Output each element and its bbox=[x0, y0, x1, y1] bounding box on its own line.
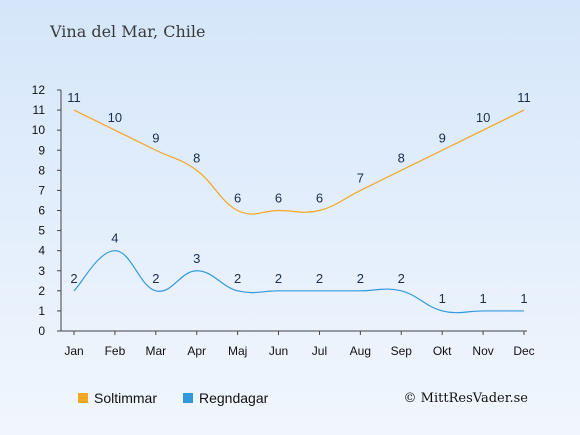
legend: Soltimmar Regndagar bbox=[78, 390, 269, 406]
y-tick-label: 8 bbox=[38, 163, 45, 177]
data-label: 11 bbox=[67, 90, 81, 105]
x-tick-label: Sep bbox=[391, 344, 413, 358]
data-label: 6 bbox=[275, 191, 282, 206]
x-tick-label: Jun bbox=[269, 344, 288, 358]
data-label: 2 bbox=[152, 271, 159, 286]
x-tick-label: Feb bbox=[105, 344, 126, 358]
y-tick-label: 0 bbox=[38, 324, 45, 338]
chart-title: Vina del Mar, Chile bbox=[49, 22, 205, 41]
data-label: 1 bbox=[439, 291, 446, 306]
data-label: 2 bbox=[275, 271, 282, 286]
series-line-soltimmar bbox=[73, 109, 525, 215]
data-label: 2 bbox=[357, 271, 364, 286]
x-tick-label: Jan bbox=[64, 344, 83, 358]
x-tick-label: Nov bbox=[472, 344, 493, 358]
x-tick-label: Dec bbox=[513, 344, 534, 358]
y-tick-label: 7 bbox=[38, 183, 45, 197]
series-line-regndagar bbox=[73, 250, 524, 314]
data-label: 9 bbox=[439, 130, 446, 145]
data-label: 2 bbox=[398, 271, 405, 286]
x-tick-label: Maj bbox=[228, 344, 247, 358]
data-label: 8 bbox=[193, 150, 200, 165]
data-label: 11 bbox=[517, 90, 531, 105]
data-label: 2 bbox=[70, 271, 77, 286]
y-tick-label: 2 bbox=[38, 284, 45, 298]
data-label: 10 bbox=[476, 110, 490, 125]
x-tick-label: Aug bbox=[350, 344, 371, 358]
data-label: 6 bbox=[316, 191, 323, 206]
data-label: 4 bbox=[111, 231, 118, 246]
data-label: 8 bbox=[398, 150, 405, 165]
x-tick-label: Apr bbox=[187, 344, 206, 358]
data-label: 2 bbox=[234, 271, 241, 286]
data-label: 7 bbox=[357, 170, 364, 185]
legend-swatch bbox=[78, 393, 88, 403]
legend-swatch bbox=[183, 393, 193, 403]
y-tick-label: 4 bbox=[38, 244, 45, 258]
data-label: 2 bbox=[316, 271, 323, 286]
y-tick-label: 3 bbox=[38, 264, 45, 278]
x-tick-label: Okt bbox=[433, 344, 452, 358]
y-tick-label: 1 bbox=[38, 304, 45, 318]
copyright-text: © MittResVader.se bbox=[404, 391, 529, 406]
x-tick-label: Jul bbox=[312, 344, 327, 358]
data-label: 1 bbox=[479, 291, 486, 306]
legend-label: Soltimmar bbox=[94, 390, 157, 406]
x-axis: Jan Feb Mar Apr Maj Jun Jul Aug Sep Okt Nov Dec bbox=[61, 330, 535, 358]
y-tick-label: 6 bbox=[38, 204, 45, 218]
y-tick-label: 11 bbox=[33, 103, 46, 117]
data-label: 10 bbox=[108, 110, 122, 125]
data-label: 3 bbox=[193, 251, 200, 266]
y-tick-label: 5 bbox=[38, 224, 45, 238]
data-label: 9 bbox=[152, 130, 159, 145]
y-tick-label: 12 bbox=[32, 83, 46, 97]
y-tick-label: 10 bbox=[32, 123, 46, 137]
data-label: 6 bbox=[234, 191, 241, 206]
series-group bbox=[73, 109, 525, 314]
data-label: 1 bbox=[520, 291, 527, 306]
legend-label: Regndagar bbox=[199, 390, 269, 406]
y-tick-label: 9 bbox=[38, 143, 45, 157]
x-tick-label: Mar bbox=[145, 344, 166, 358]
